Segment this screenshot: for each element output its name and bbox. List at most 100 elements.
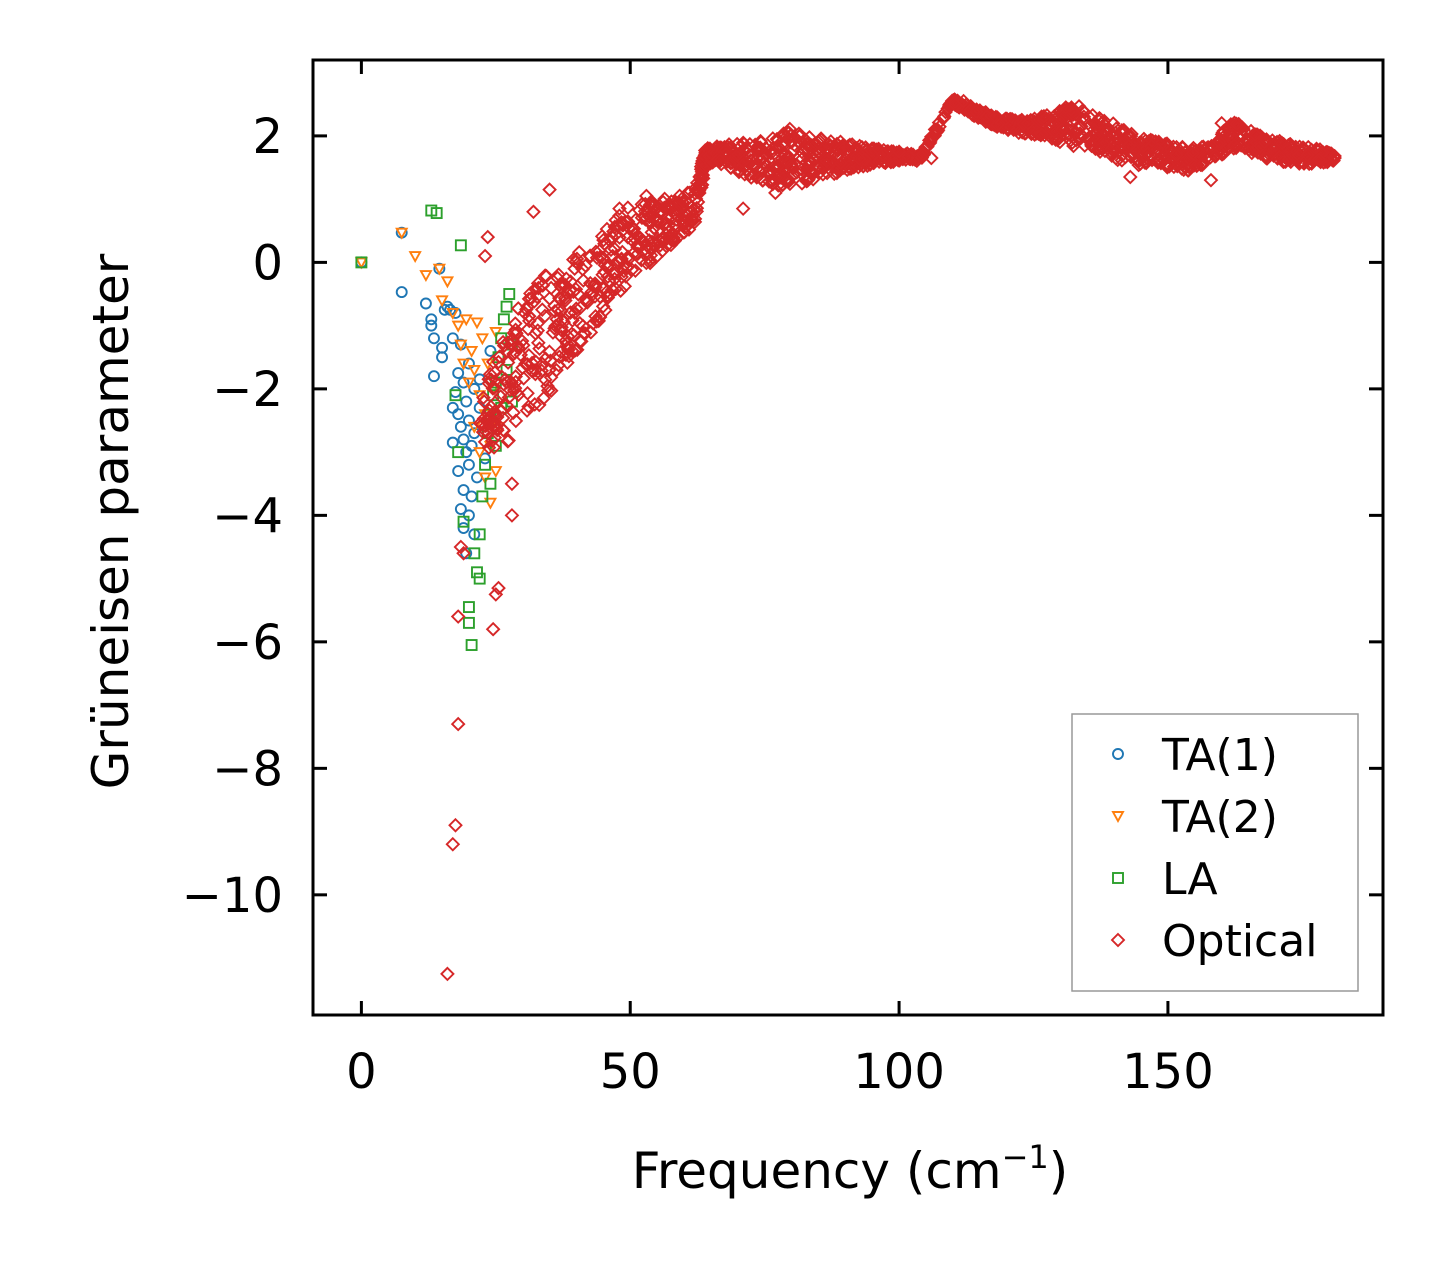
data-point (1000, 122, 1016, 138)
data-point (833, 134, 848, 150)
data-point (537, 372, 553, 388)
data-point (473, 447, 487, 460)
data-point (452, 446, 465, 459)
data-point (1169, 147, 1184, 163)
data-point (830, 161, 845, 176)
data-point (776, 126, 792, 141)
data-point (468, 382, 481, 395)
data-point (617, 278, 633, 294)
data-point (496, 376, 512, 392)
legend-item-optical: Optical (1110, 916, 1317, 967)
data-point (485, 381, 501, 396)
data-point (753, 133, 768, 149)
data-point (462, 357, 475, 370)
data-point (465, 490, 478, 503)
data-point (1185, 143, 1201, 158)
data-point (519, 403, 535, 418)
data-point (506, 405, 521, 420)
data-point (577, 326, 593, 341)
data-point (805, 171, 821, 187)
x-axis-label-suffix: ) (1049, 1142, 1069, 1200)
legend-item-ta-1-: TA(1) (1112, 730, 1278, 781)
data-point (457, 515, 470, 528)
data-point (554, 303, 569, 319)
data-point (1092, 144, 1108, 160)
data-point (1031, 114, 1047, 130)
data-point (563, 305, 578, 320)
data-point (1253, 138, 1268, 154)
data-point (1020, 115, 1036, 131)
data-point (811, 146, 827, 162)
data-point (462, 616, 475, 629)
data-point (1076, 112, 1092, 128)
data-point (473, 528, 486, 541)
legend: TA(1) TA(2) LA Optical (1071, 713, 1359, 992)
data-point (1039, 112, 1054, 128)
data-point (736, 136, 752, 152)
data-point (454, 420, 467, 433)
data-point (526, 294, 542, 309)
data-point (425, 313, 438, 326)
data-point (826, 166, 842, 182)
data-point (784, 160, 800, 175)
data-point (475, 333, 489, 346)
data-point (1014, 124, 1030, 140)
data-point (672, 195, 687, 211)
data-point (776, 128, 792, 144)
data-point (541, 362, 557, 378)
data-point (509, 325, 524, 341)
data-point (1150, 141, 1165, 157)
data-point (436, 341, 448, 354)
data-point (616, 263, 632, 279)
data-point (452, 367, 465, 380)
data-point (534, 302, 550, 318)
data-point (432, 263, 446, 276)
data-point (491, 580, 506, 596)
data-point (765, 141, 781, 156)
plot-frame (311, 58, 1385, 1017)
y-tick-label: −4 (212, 488, 283, 544)
data-point (854, 139, 870, 155)
data-point (670, 200, 685, 216)
data-point (1123, 128, 1139, 144)
data-point (419, 297, 432, 310)
data-point (1203, 172, 1219, 188)
data-point (508, 385, 524, 400)
data-point (634, 210, 650, 226)
legend-label: LA (1162, 854, 1218, 905)
data-point (1259, 151, 1275, 166)
data-point (718, 143, 734, 158)
x-tick-label: 100 (853, 1044, 945, 1100)
data-point (440, 966, 455, 982)
data-point (560, 355, 575, 371)
legend-marker (1111, 811, 1125, 823)
data-point (990, 117, 1005, 133)
data-point (931, 115, 947, 131)
data-point (532, 341, 547, 356)
data-point (462, 414, 475, 427)
data-point (743, 170, 759, 185)
data-point (540, 383, 556, 398)
data-point (1274, 135, 1290, 151)
data-point (520, 299, 535, 314)
data-point (503, 288, 516, 300)
x-tick-label: 150 (1122, 1044, 1214, 1100)
data-point (504, 476, 520, 492)
data-point (550, 302, 566, 318)
data-point (1072, 129, 1087, 145)
legend-item-ta-2-: TA(2) (1111, 792, 1278, 843)
data-point (515, 337, 531, 353)
y-tick-label: −10 (182, 868, 283, 924)
data-point (537, 308, 553, 324)
data-point (489, 393, 505, 409)
data-point (785, 167, 801, 183)
data-point (482, 366, 498, 382)
data-point (542, 182, 557, 197)
data-point (852, 151, 867, 167)
data-point (752, 142, 768, 158)
data-point (520, 321, 536, 337)
data-point (567, 261, 582, 277)
legend-marker (1112, 872, 1124, 884)
data-point (528, 326, 543, 341)
data-point (454, 239, 467, 252)
